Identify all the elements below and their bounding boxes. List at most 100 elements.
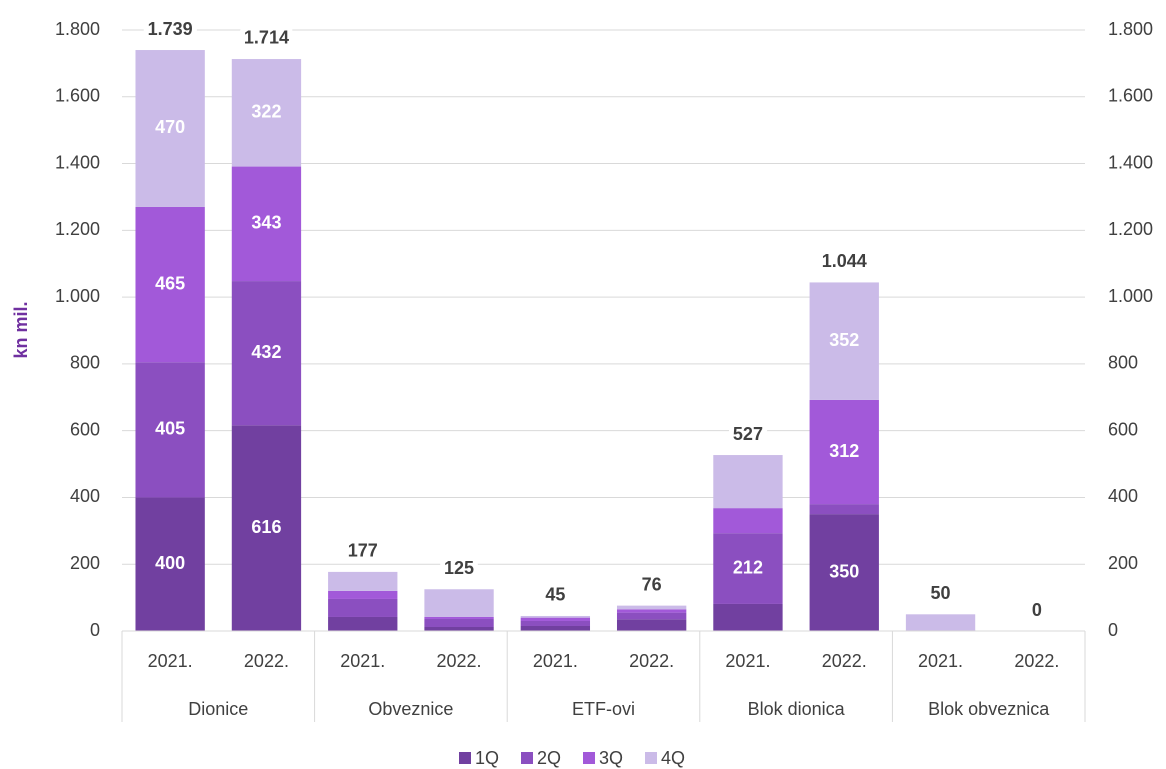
y2-tick-label: 200 [1108, 553, 1138, 573]
total-label: 76 [642, 574, 662, 594]
legend-swatch [521, 752, 533, 764]
bar-segment [328, 571, 398, 591]
segment-label: 312 [829, 441, 859, 461]
y-tick-label: 0 [90, 620, 100, 640]
group-label: Dionice [188, 699, 248, 719]
bar-segment [424, 589, 494, 617]
y-tick-label: 200 [70, 553, 100, 573]
x-tick-label: 2022. [822, 651, 867, 671]
bar-segment [231, 281, 302, 426]
segment-label: 212 [733, 557, 763, 577]
bar-segment [231, 59, 302, 167]
x-tick-label: 2022. [1014, 651, 1059, 671]
y-tick-label: 1.000 [55, 286, 100, 306]
total-label: 1.714 [244, 27, 289, 47]
bar-segment [713, 603, 783, 631]
bar-segment [520, 617, 591, 621]
y-tick-label: 400 [70, 486, 100, 506]
legend-label: 4Q [661, 748, 685, 768]
bar-segment [905, 614, 976, 631]
total-label: 527 [733, 424, 763, 444]
x-tick-label: 2022. [244, 651, 289, 671]
segment-label: 352 [829, 330, 859, 350]
group-label: Obveznice [368, 699, 453, 719]
y-tick-label: 1.800 [55, 19, 100, 39]
y2-tick-label: 1.600 [1108, 86, 1153, 106]
segment-label: 322 [251, 102, 281, 122]
bar-segment [424, 618, 494, 627]
y-tick-label: 1.600 [55, 86, 100, 106]
y-axis-title: kn mil. [11, 301, 31, 358]
segment-label: 350 [829, 561, 859, 581]
bar-segment [809, 504, 879, 515]
total-label: 45 [545, 585, 565, 605]
total-label: 1.044 [822, 251, 867, 271]
group-label: Blok dionica [748, 699, 846, 719]
bar-segment [713, 455, 783, 509]
x-tick-label: 2021. [725, 651, 770, 671]
bar-segment [809, 399, 879, 505]
x-tick-label: 2021. [918, 651, 963, 671]
total-label: 177 [348, 541, 378, 561]
y-tick-label: 1.400 [55, 152, 100, 172]
bar-segment [328, 616, 398, 631]
segment-label: 400 [155, 553, 185, 573]
legend-swatch [459, 752, 471, 764]
bar-segment [135, 206, 205, 363]
bar-segment [328, 590, 398, 599]
y-tick-label: 800 [70, 353, 100, 373]
bar-segment [231, 166, 302, 282]
y2-tick-label: 1.200 [1108, 219, 1153, 239]
y-tick-label: 600 [70, 419, 100, 439]
bar-segment [713, 508, 783, 534]
segment-label: 405 [155, 419, 185, 439]
x-tick-label: 2021. [148, 651, 193, 671]
bar-segment [424, 616, 494, 619]
bar-segment [809, 282, 879, 400]
bar-segment [135, 50, 205, 207]
segment-label: 432 [251, 342, 281, 362]
bar-segment [135, 362, 205, 498]
y2-tick-label: 1.800 [1108, 19, 1153, 39]
bar-segment [520, 625, 591, 631]
total-label: 1.739 [148, 19, 193, 39]
bar-segment [328, 598, 398, 617]
y2-tick-label: 800 [1108, 353, 1138, 373]
x-tick-label: 2021. [340, 651, 385, 671]
total-label: 50 [931, 583, 951, 603]
x-tick-label: 2022. [629, 651, 674, 671]
y2-tick-label: 0 [1108, 620, 1118, 640]
bar-segment [616, 609, 687, 613]
group-label: Blok obveznica [928, 699, 1050, 719]
legend-swatch [645, 752, 657, 764]
bar-segment [616, 612, 687, 620]
bar-segment [424, 626, 494, 631]
total-label: 0 [1032, 600, 1042, 620]
bar-segment [809, 514, 879, 631]
legend-label: 2Q [537, 748, 561, 768]
bar-segment [231, 425, 302, 631]
legend-swatch [583, 752, 595, 764]
bar-segment [135, 497, 205, 631]
x-tick-label: 2022. [437, 651, 482, 671]
segment-label: 343 [251, 213, 281, 233]
legend-label: 3Q [599, 748, 623, 768]
y-tick-label: 1.200 [55, 219, 100, 239]
total-label: 125 [444, 558, 474, 578]
bar-segment [520, 615, 591, 618]
y2-tick-label: 600 [1108, 419, 1138, 439]
legend-label: 1Q [475, 748, 499, 768]
y2-tick-label: 1.400 [1108, 152, 1153, 172]
segment-label: 470 [155, 117, 185, 137]
bar-segment [520, 620, 591, 626]
segment-label: 465 [155, 273, 185, 293]
x-tick-label: 2021. [533, 651, 578, 671]
y2-tick-label: 1.000 [1108, 286, 1153, 306]
bar-segment [616, 605, 687, 610]
bar-segment [616, 619, 687, 631]
bar-segment [713, 533, 783, 604]
segment-label: 616 [251, 517, 281, 537]
group-label: ETF-ovi [572, 699, 635, 719]
y2-tick-label: 400 [1108, 486, 1138, 506]
